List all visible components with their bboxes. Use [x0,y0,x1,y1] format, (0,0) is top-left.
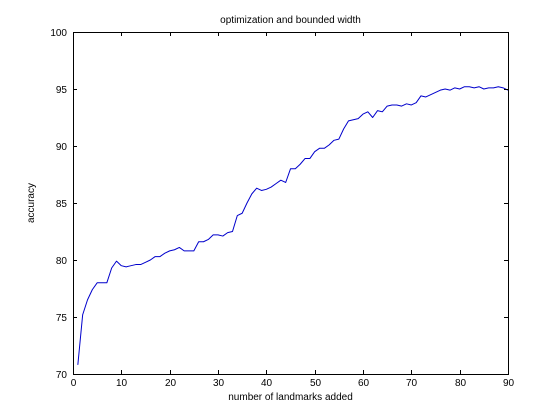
x-tick-label: 50 [310,378,322,389]
x-tick-label: 30 [213,378,225,389]
x-tick-label: 90 [503,378,515,389]
y-tick-label: 75 [56,313,68,324]
y-tick-label: 80 [56,256,68,267]
y-tick-label: 85 [56,199,68,210]
chart-title: optimization and bounded width [220,15,361,26]
x-tick-label: 80 [455,378,467,389]
x-axis-label: number of landmarks added [228,392,353,403]
y-tick-label: 70 [56,370,68,381]
plot-area [73,32,508,374]
x-tick-label: 20 [165,378,177,389]
x-tick-label: 60 [358,378,370,389]
y-axis-label: accuracy [26,183,37,223]
y-tick-label: 100 [50,28,67,39]
y-tick-label: 90 [56,142,68,153]
x-tick-label: 70 [406,378,418,389]
x-tick-label: 10 [116,378,128,389]
x-tick-label: 0 [71,378,77,389]
x-tick-label: 40 [261,378,273,389]
y-tick-label: 95 [56,85,68,96]
